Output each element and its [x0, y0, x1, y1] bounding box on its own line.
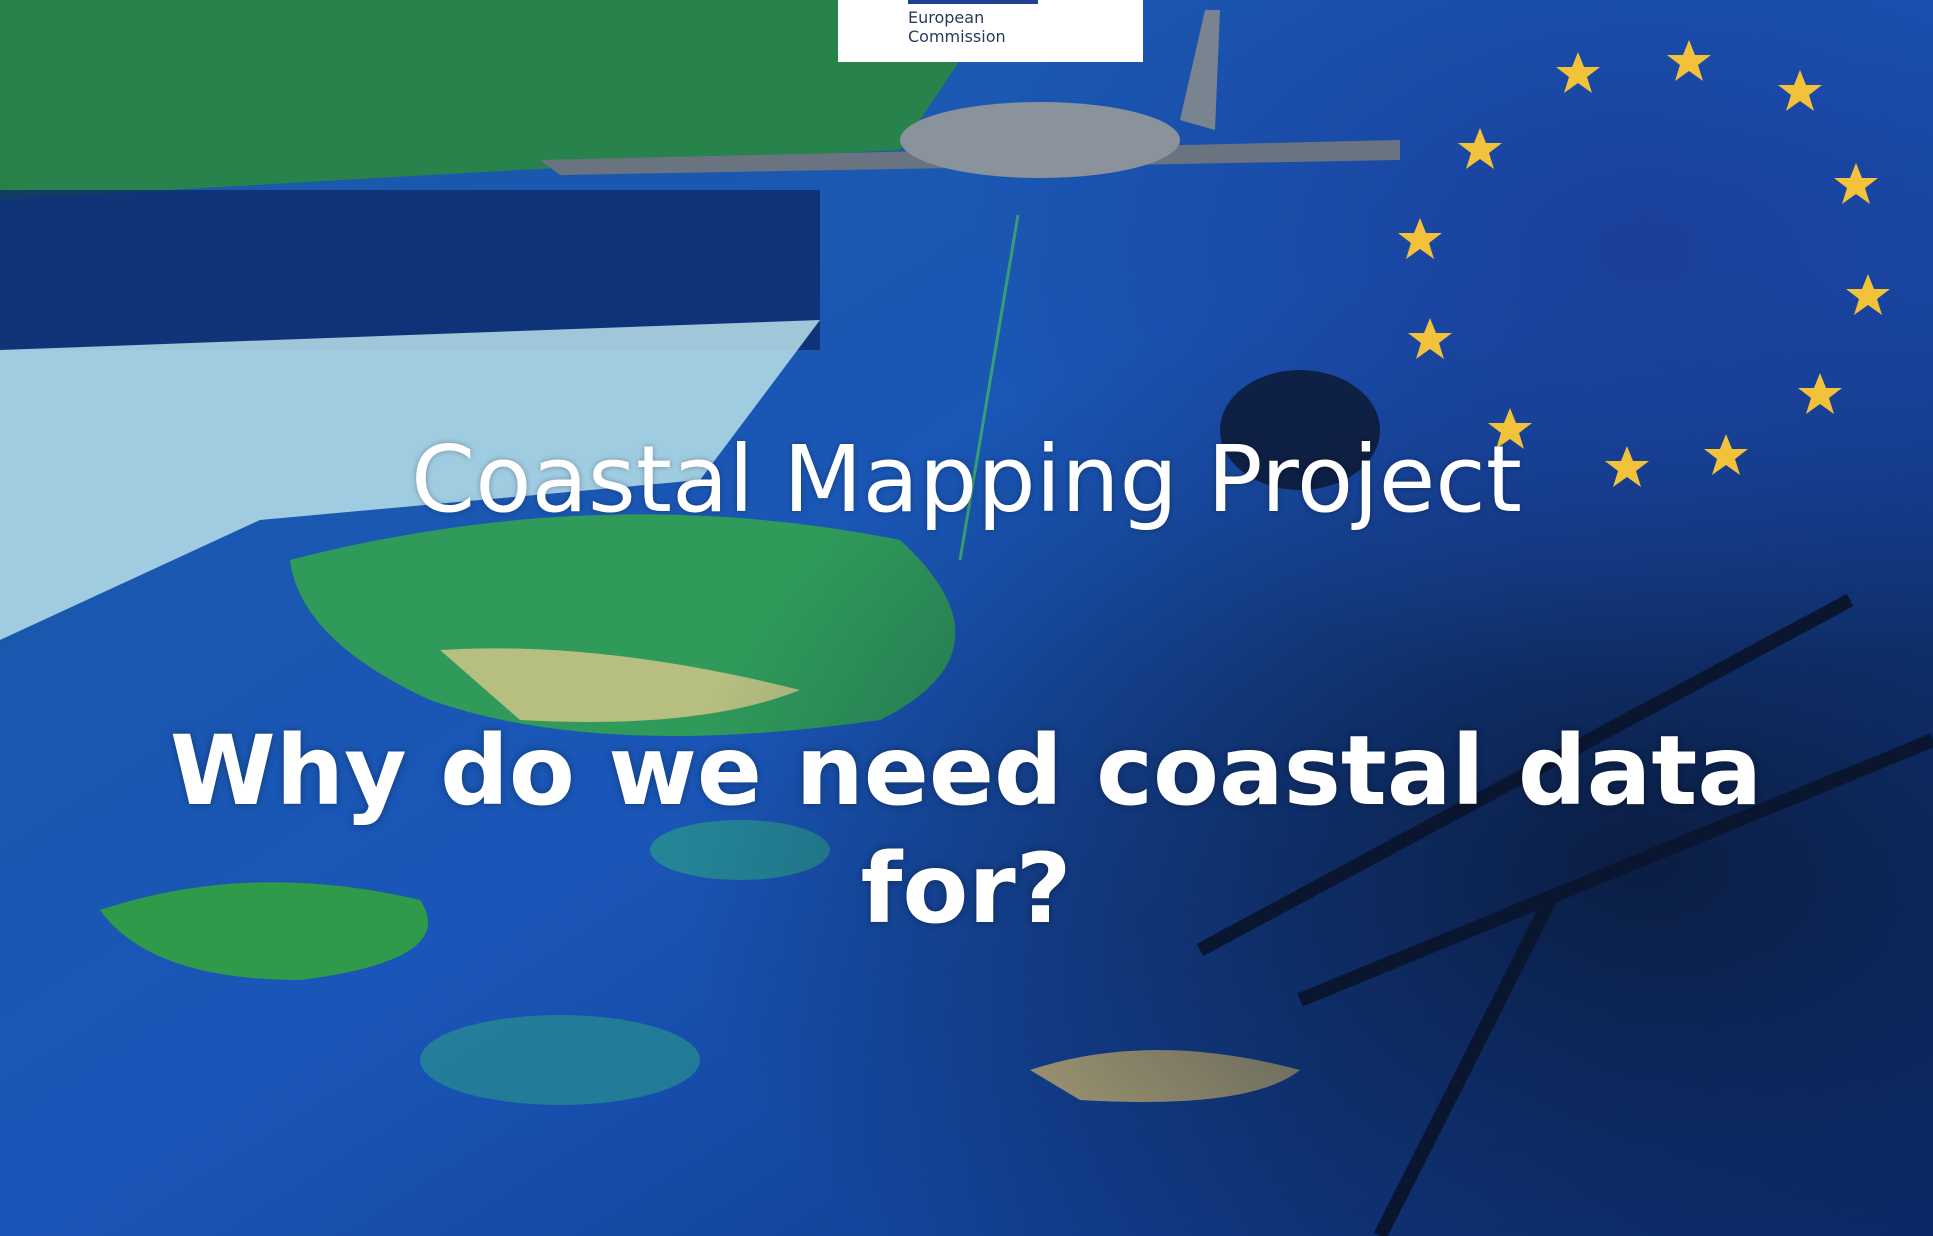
slide-title: Coastal Mapping Project [411, 426, 1522, 533]
logo-line: Commission [908, 27, 1006, 46]
slide-subtitle: Why do we need coastal data for? [169, 715, 1763, 945]
logo: European Commission [838, 0, 1143, 62]
airplane [540, 10, 1400, 561]
logo-line: European [908, 8, 985, 27]
